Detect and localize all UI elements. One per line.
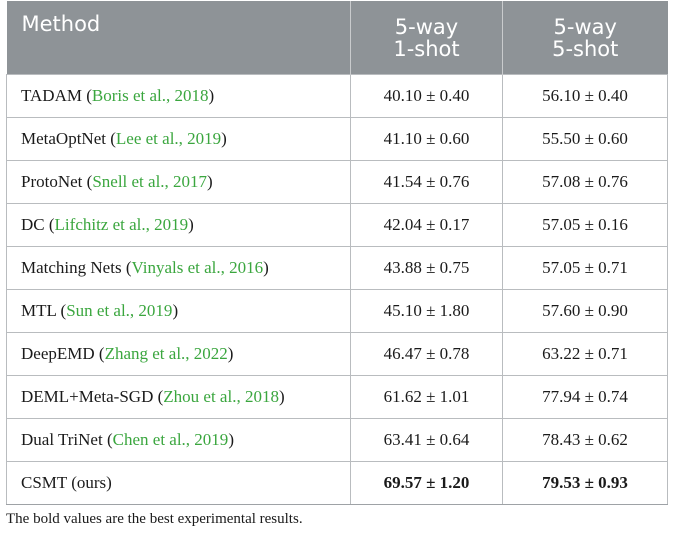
value-5shot: 55.50 ± 0.60	[502, 117, 668, 161]
table-row: Dual TriNet (Chen et al., 2019) 63.41 ± …	[6, 418, 668, 462]
citation-link[interactable]: Boris et al., 2018	[91, 86, 209, 105]
method-name: DEML+Meta-SGD	[21, 387, 154, 406]
results-table-container: Method 5-way 1-shot 5-way 5-shot TADAM (…	[6, 1, 668, 505]
table-row: ProtoNet (Snell et al., 2017) 41.54 ± 0.…	[6, 160, 668, 204]
header-5way-1shot-line1: 5-way	[394, 14, 459, 39]
value-1shot: 63.41 ± 0.64	[350, 418, 503, 462]
method-name: DeepEMD	[21, 344, 95, 363]
method-cell: MTL (Sun et al., 2019)	[6, 289, 351, 333]
value-1shot: 41.10 ± 0.60	[350, 117, 503, 161]
method-name: MTL	[21, 301, 57, 320]
citation-link[interactable]: Chen et al., 2019	[112, 430, 229, 449]
header-5way-5shot-line2: 5-shot	[552, 36, 619, 61]
citation-link[interactable]: Vinyals et al., 2016	[131, 258, 264, 277]
header-5way-5shot-line1: 5-way	[553, 14, 617, 39]
method-cell: Dual TriNet (Chen et al., 2019)	[6, 418, 351, 462]
value-1shot: 42.04 ± 0.17	[350, 203, 503, 247]
table-row: DeepEMD (Zhang et al., 2022) 46.47 ± 0.7…	[6, 332, 668, 376]
value-1shot-best: 69.57 ± 1.20	[350, 461, 503, 505]
value-5shot: 63.22 ± 0.71	[502, 332, 668, 376]
value-1shot: 46.47 ± 0.78	[350, 332, 503, 376]
method-cell: TADAM (Boris et al., 2018)	[6, 74, 351, 118]
value-5shot: 56.10 ± 0.40	[502, 74, 668, 118]
results-table: Method 5-way 1-shot 5-way 5-shot TADAM (…	[6, 1, 668, 505]
table-footnote: The bold values are the best experimenta…	[6, 511, 303, 527]
value-5shot: 57.05 ± 0.71	[502, 246, 668, 290]
method-cell: DC (Lifchitz et al., 2019)	[6, 203, 351, 247]
table-row: MetaOptNet (Lee et al., 2019) 41.10 ± 0.…	[6, 117, 668, 161]
value-1shot: 61.62 ± 1.01	[350, 375, 503, 419]
value-5shot: 57.05 ± 0.16	[502, 203, 668, 247]
table-row-ours: CSMT (ours) 69.57 ± 1.20 79.53 ± 0.93	[6, 461, 668, 505]
table-row: Matching Nets (Vinyals et al., 2016) 43.…	[6, 246, 668, 290]
table-row: TADAM (Boris et al., 2018) 40.10 ± 0.40 …	[6, 74, 668, 118]
method-name: DC	[21, 215, 45, 234]
method-name: Matching Nets	[21, 258, 122, 277]
method-name: Dual TriNet	[21, 430, 103, 449]
header-5way-1shot: 5-way 1-shot	[350, 1, 503, 75]
method-name: MetaOptNet	[21, 129, 106, 148]
value-1shot: 41.54 ± 0.76	[350, 160, 503, 204]
header-5way-1shot-line2: 1-shot	[393, 36, 460, 61]
citation-link[interactable]: Zhang et al., 2022	[104, 344, 228, 363]
method-cell: CSMT (ours)	[6, 461, 351, 505]
table-row: MTL (Sun et al., 2019) 45.10 ± 1.80 57.6…	[6, 289, 668, 333]
method-cell: ProtoNet (Snell et al., 2017)	[6, 160, 351, 204]
table-row: DC (Lifchitz et al., 2019) 42.04 ± 0.17 …	[6, 203, 668, 247]
method-name: ProtoNet	[21, 172, 83, 191]
method-cell: DeepEMD (Zhang et al., 2022)	[6, 332, 351, 376]
header-5way-5shot: 5-way 5-shot	[502, 1, 668, 75]
header-row: Method 5-way 1-shot 5-way 5-shot	[6, 1, 668, 75]
citation-link[interactable]: Zhou et al., 2018	[163, 387, 279, 406]
method-cell: DEML+Meta-SGD (Zhou et al., 2018)	[6, 375, 351, 419]
value-1shot: 43.88 ± 0.75	[350, 246, 503, 290]
method-name: CSMT (ours)	[21, 473, 112, 492]
value-5shot: 57.60 ± 0.90	[502, 289, 668, 333]
method-cell: Matching Nets (Vinyals et al., 2016)	[6, 246, 351, 290]
value-5shot: 77.94 ± 0.74	[502, 375, 668, 419]
value-5shot-best: 79.53 ± 0.93	[502, 461, 668, 505]
citation-link[interactable]: Sun et al., 2019	[66, 301, 173, 320]
header-method: Method	[6, 1, 351, 75]
value-5shot: 78.43 ± 0.62	[502, 418, 668, 462]
value-1shot: 40.10 ± 0.40	[350, 74, 503, 118]
value-1shot: 45.10 ± 1.80	[350, 289, 503, 333]
citation-link[interactable]: Lifchitz et al., 2019	[54, 215, 189, 234]
value-5shot: 57.08 ± 0.76	[502, 160, 668, 204]
method-name: TADAM	[21, 86, 82, 105]
citation-link[interactable]: Snell et al., 2017	[92, 172, 208, 191]
table-row: DEML+Meta-SGD (Zhou et al., 2018) 61.62 …	[6, 375, 668, 419]
method-cell: MetaOptNet (Lee et al., 2019)	[6, 117, 351, 161]
citation-link[interactable]: Lee et al., 2019	[115, 129, 222, 148]
